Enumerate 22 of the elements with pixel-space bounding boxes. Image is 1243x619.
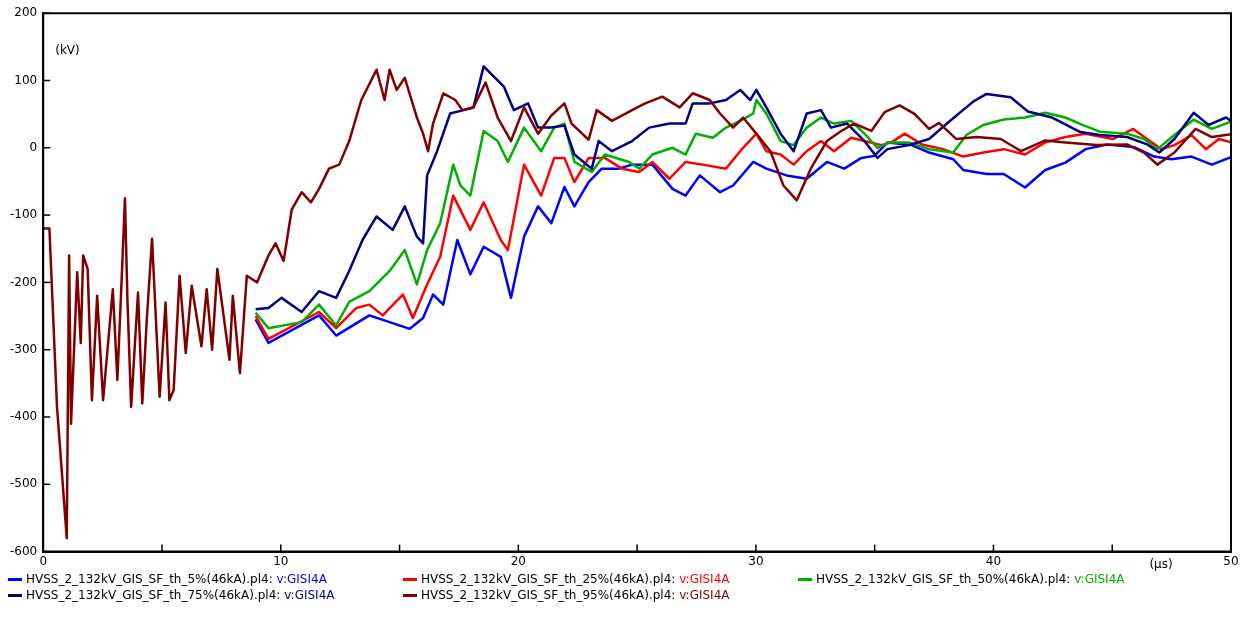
x-axis-title: (µs) [1149, 556, 1173, 571]
y-tick-label: -400 [10, 409, 38, 424]
y-tick-label: 200 [14, 5, 38, 20]
y-tick-label: -500 [10, 476, 38, 491]
x-tick-label: 30 [748, 553, 764, 568]
legend-label: HVSS_2_132kV_GIS_SF_th_75%(46kA).pl4: v:GISI4A [26, 588, 335, 602]
y-tick-label: -600 [10, 543, 38, 558]
x-tick-label: 10 [273, 553, 289, 568]
legend-label: HVSS_2_132kV_GIS_SF_th_5%(46kA).pl4: v:GISI4A [26, 572, 327, 586]
y-axis-title: (kV) [55, 42, 80, 57]
legend-label: HVSS_2_132kV_GIS_SF_th_25%(46kA).pl4: v:GISI4A [421, 572, 730, 586]
y-tick-label: 100 [14, 72, 38, 87]
y-tick-label: -300 [10, 341, 38, 356]
y-tick-label: -200 [10, 274, 38, 289]
x-tick-label: 20 [510, 553, 526, 568]
y-tick-label: -100 [10, 207, 38, 222]
x-tick-label: 0 [39, 553, 48, 568]
legend-label: HVSS_2_132kV_GIS_SF_th_95%(46kA).pl4: v:GISI4A [421, 588, 730, 602]
x-tick-label: 50 [1223, 553, 1239, 568]
legend-label: HVSS_2_132kV_GIS_SF_th_50%(46kA).pl4: v:GISI4A [816, 572, 1125, 586]
x-tick-label: 40 [985, 553, 1002, 568]
y-tick-label: 0 [29, 139, 38, 154]
